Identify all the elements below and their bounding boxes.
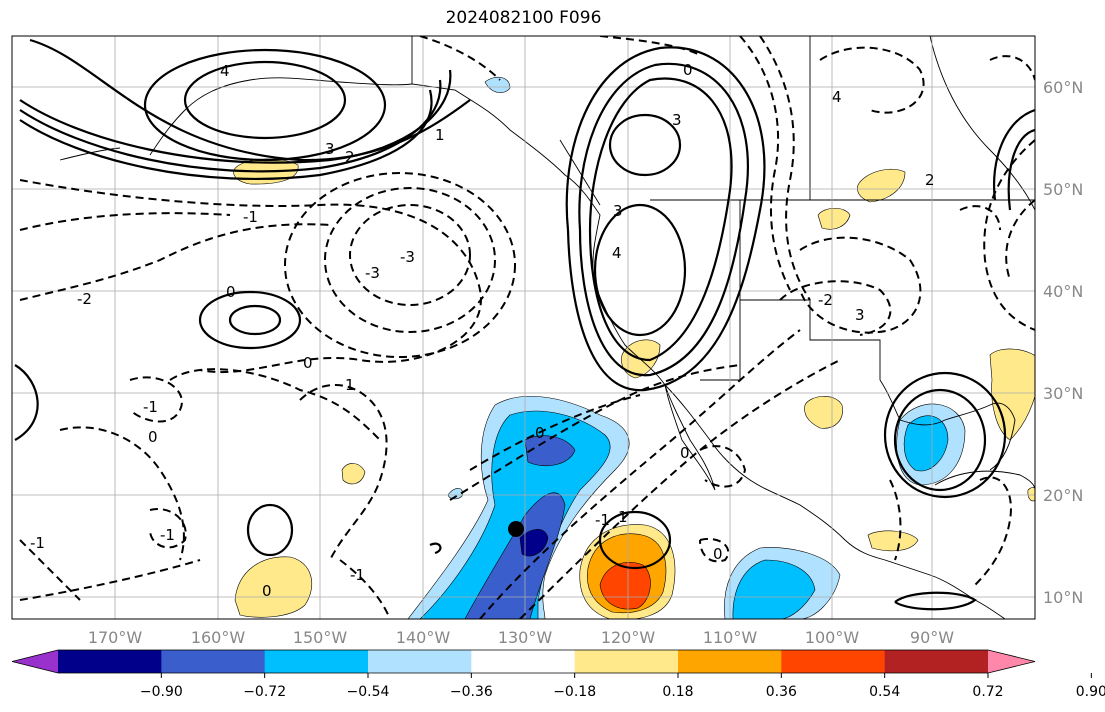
map-title: 2024082100 F096 bbox=[445, 8, 602, 28]
graticule bbox=[12, 36, 1035, 619]
contour-label: 1 bbox=[618, 508, 628, 526]
positive-anomaly-region bbox=[341, 463, 366, 485]
contour-label: 0 bbox=[535, 424, 545, 442]
contour-label: 4 bbox=[612, 244, 622, 262]
colorbar-tick-label: 0.18 bbox=[662, 684, 693, 700]
contour-label: 0 bbox=[713, 545, 723, 563]
contour-label: -1 bbox=[243, 208, 258, 226]
contour-label: 3 bbox=[613, 202, 623, 220]
lon-label: 150°W bbox=[293, 628, 348, 647]
latitude-labels: 60°N 50°N 40°N 30°N 20°N 10°N bbox=[1043, 78, 1083, 607]
negative-anomaly-region bbox=[519, 529, 549, 557]
negative-contours bbox=[19, 36, 1035, 619]
contour-label: 0 bbox=[262, 582, 272, 600]
contour-label: 0 bbox=[148, 428, 158, 446]
colorbar-segment bbox=[678, 650, 782, 673]
lon-label: 110°W bbox=[703, 628, 758, 647]
contour-label: 0 bbox=[226, 283, 236, 301]
positive-anomaly-region bbox=[857, 168, 906, 203]
positive-anomaly-region bbox=[817, 207, 851, 230]
contour-label: -2 bbox=[818, 291, 833, 309]
contour-label: 0 bbox=[303, 354, 313, 372]
lon-label: 140°W bbox=[396, 628, 451, 647]
storm-center-marker bbox=[508, 521, 524, 537]
negative-anomaly-region bbox=[732, 559, 816, 619]
contour-label: 0 bbox=[683, 61, 693, 79]
colorbar-tick-label: 0.36 bbox=[766, 684, 797, 700]
colorbar-tick-label: −0.36 bbox=[450, 684, 493, 700]
lat-label: 60°N bbox=[1043, 78, 1083, 97]
colorbar-segment bbox=[161, 650, 266, 673]
contour-label: 3 bbox=[325, 140, 335, 158]
contour-label: -1 bbox=[160, 526, 175, 544]
longitude-labels: 170°W 160°W 150°W 140°W 130°W 120°W 110°… bbox=[88, 628, 954, 647]
colorbar-outline bbox=[11, 649, 1036, 674]
positive-anomaly-region bbox=[989, 348, 1035, 441]
negative-anomaly-region bbox=[419, 410, 611, 619]
colorbar-max-extend bbox=[988, 650, 1035, 673]
colorbar-tick-label: −0.18 bbox=[553, 684, 596, 700]
colorbar-segment bbox=[574, 650, 679, 673]
contour-label: 3 bbox=[672, 111, 682, 129]
contour-label: 1 bbox=[345, 376, 355, 394]
positive-anomaly-region bbox=[804, 396, 843, 429]
lat-label: 10°N bbox=[1043, 588, 1083, 607]
colorbar-tick-label: 0.72 bbox=[972, 684, 1003, 700]
colorbar-tick-label: −0.90 bbox=[140, 684, 183, 700]
negative-anomaly-region bbox=[524, 435, 576, 466]
colorbar-segment bbox=[884, 650, 989, 673]
contour-label: 3 bbox=[855, 306, 865, 324]
negative-anomaly-region bbox=[484, 76, 511, 93]
colorbar-tick-label: 0.90 bbox=[1076, 684, 1105, 700]
contour-label: 4 bbox=[832, 88, 842, 106]
positive-anomaly-region bbox=[234, 556, 313, 618]
contour-label: -1 bbox=[350, 566, 365, 584]
lon-label: 100°W bbox=[805, 628, 860, 647]
lon-label: 90°W bbox=[910, 628, 954, 647]
lon-label: 170°W bbox=[88, 628, 143, 647]
colorbar-segment bbox=[368, 650, 472, 673]
contour-label: -2 bbox=[77, 290, 92, 308]
lon-label: 120°W bbox=[601, 628, 656, 647]
contour-labels: 4 3 2 1 0 -1 -2 -3 3 4 0 0 -1 0 -1 0 1 3… bbox=[30, 61, 935, 600]
colorbar: −0.90 −0.72 −0.54 −0.36 −0.18 0.18 0.36 0.54 0.7… bbox=[11, 649, 1105, 700]
negative-anomaly-region bbox=[464, 492, 566, 619]
lon-label: 160°W bbox=[191, 628, 246, 647]
positive-anomaly-region bbox=[867, 530, 919, 552]
positive-contours bbox=[14, 38, 1035, 611]
colorbar-segment bbox=[264, 650, 369, 673]
contour-label: 2 bbox=[345, 148, 355, 166]
contour-label: -1 bbox=[30, 534, 45, 552]
contour-label: -1 bbox=[143, 398, 158, 416]
map-frame bbox=[11, 35, 1036, 620]
lon-label: 130°W bbox=[498, 628, 553, 647]
lat-label: 40°N bbox=[1043, 282, 1083, 301]
colorbar-segment bbox=[471, 650, 576, 673]
contour-label: 1 bbox=[435, 126, 445, 144]
colorbar-segment bbox=[58, 650, 162, 673]
contour-label: -3 bbox=[400, 248, 415, 266]
negative-anomaly-region bbox=[447, 488, 463, 500]
contour-label: 0 bbox=[680, 444, 690, 462]
colorbar-tick-label: 0.54 bbox=[869, 684, 900, 700]
contour-label: -3 bbox=[365, 264, 380, 282]
lat-label: 30°N bbox=[1043, 384, 1083, 403]
contour-label: -1 bbox=[595, 511, 610, 529]
colorbar-segment bbox=[781, 650, 886, 673]
map-area: 4 3 2 1 0 -1 -2 -3 3 4 0 0 -1 0 -1 0 1 3… bbox=[12, 36, 1035, 619]
colorbar-min-extend bbox=[12, 650, 58, 673]
colorbar-tick-label: −0.72 bbox=[243, 684, 286, 700]
contour-label: 4 bbox=[220, 62, 230, 80]
lat-label: 20°N bbox=[1043, 486, 1083, 505]
negative-anomaly-region bbox=[903, 415, 949, 472]
lat-label: 50°N bbox=[1043, 180, 1083, 199]
colorbar-tick-label: −0.54 bbox=[347, 684, 390, 700]
positive-anomaly-region bbox=[1027, 487, 1035, 502]
shaded-field bbox=[233, 76, 1035, 619]
contour-label: 2 bbox=[925, 171, 935, 189]
